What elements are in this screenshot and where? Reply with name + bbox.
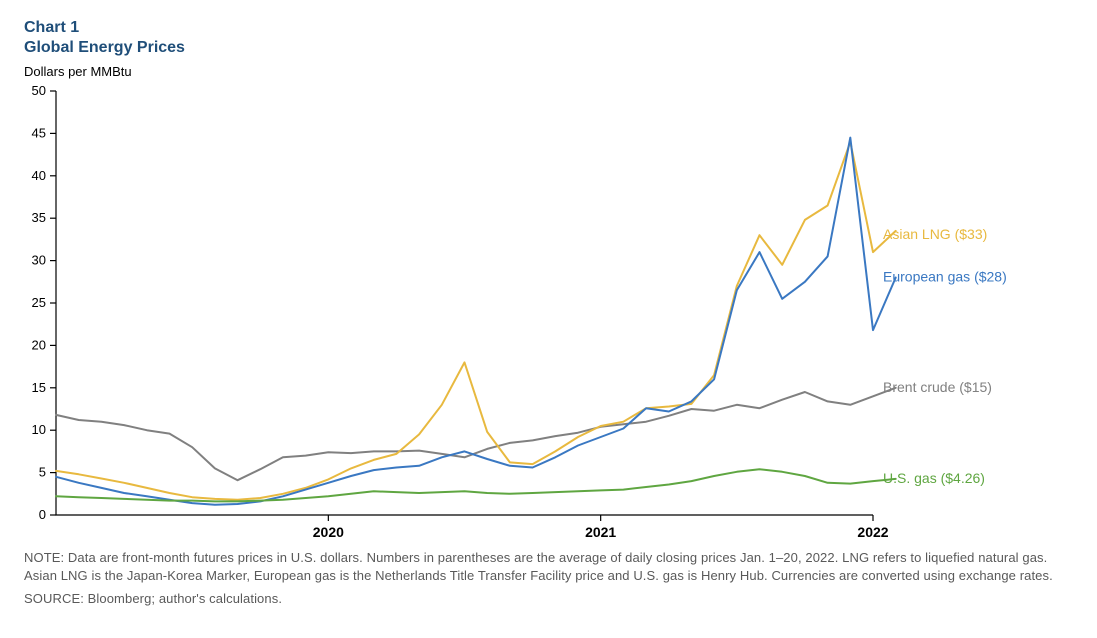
line-chart-svg: 0 5 10 15 20 25 30 35 40 45 50 2020 2021 2022 Brent cr… — [24, 83, 1073, 543]
x-tick-label: 2020 — [313, 524, 344, 540]
x-tick-label: 2021 — [585, 524, 616, 540]
chart-container: Chart 1 Global Energy Prices Dollars per… — [0, 0, 1097, 638]
chart-source: SOURCE: Bloomberg; author's calculations… — [24, 590, 1073, 608]
y-tick-label: 45 — [32, 125, 46, 140]
chart-title: Global Energy Prices — [24, 38, 1073, 58]
chart-note: NOTE: Data are front-month futures price… — [24, 549, 1073, 584]
y-tick-label: 30 — [32, 253, 46, 268]
y-axis-label: Dollars per MMBtu — [24, 64, 1073, 79]
series-line-u-s-gas — [56, 469, 896, 501]
series-label-european-gas: European gas ($28) — [883, 269, 1007, 285]
y-tick-label: 25 — [32, 295, 46, 310]
y-tick-label: 50 — [32, 83, 46, 98]
y-tick-label: 5 — [39, 465, 46, 480]
series-label-u-s-gas: U.S. gas ($4.26) — [883, 470, 985, 486]
series-line-asian-lng — [56, 142, 896, 500]
y-tick-label: 15 — [32, 380, 46, 395]
chart-number: Chart 1 — [24, 18, 1073, 38]
y-tick-label: 35 — [32, 210, 46, 225]
series-label-brent-crude: Brent crude ($15) — [883, 379, 992, 395]
y-tick-label: 10 — [32, 422, 46, 437]
y-tick-label: 0 — [39, 507, 46, 522]
series-line-brent-crude — [56, 388, 896, 480]
x-tick-label: 2022 — [857, 524, 888, 540]
series-label-asian-lng: Asian LNG ($33) — [883, 226, 987, 242]
plot-area: 0 5 10 15 20 25 30 35 40 45 50 2020 2021 2022 Brent cr… — [24, 83, 1073, 543]
y-tick-label: 40 — [32, 168, 46, 183]
y-tick-label: 20 — [32, 337, 46, 352]
series-line-european-gas — [56, 138, 896, 505]
